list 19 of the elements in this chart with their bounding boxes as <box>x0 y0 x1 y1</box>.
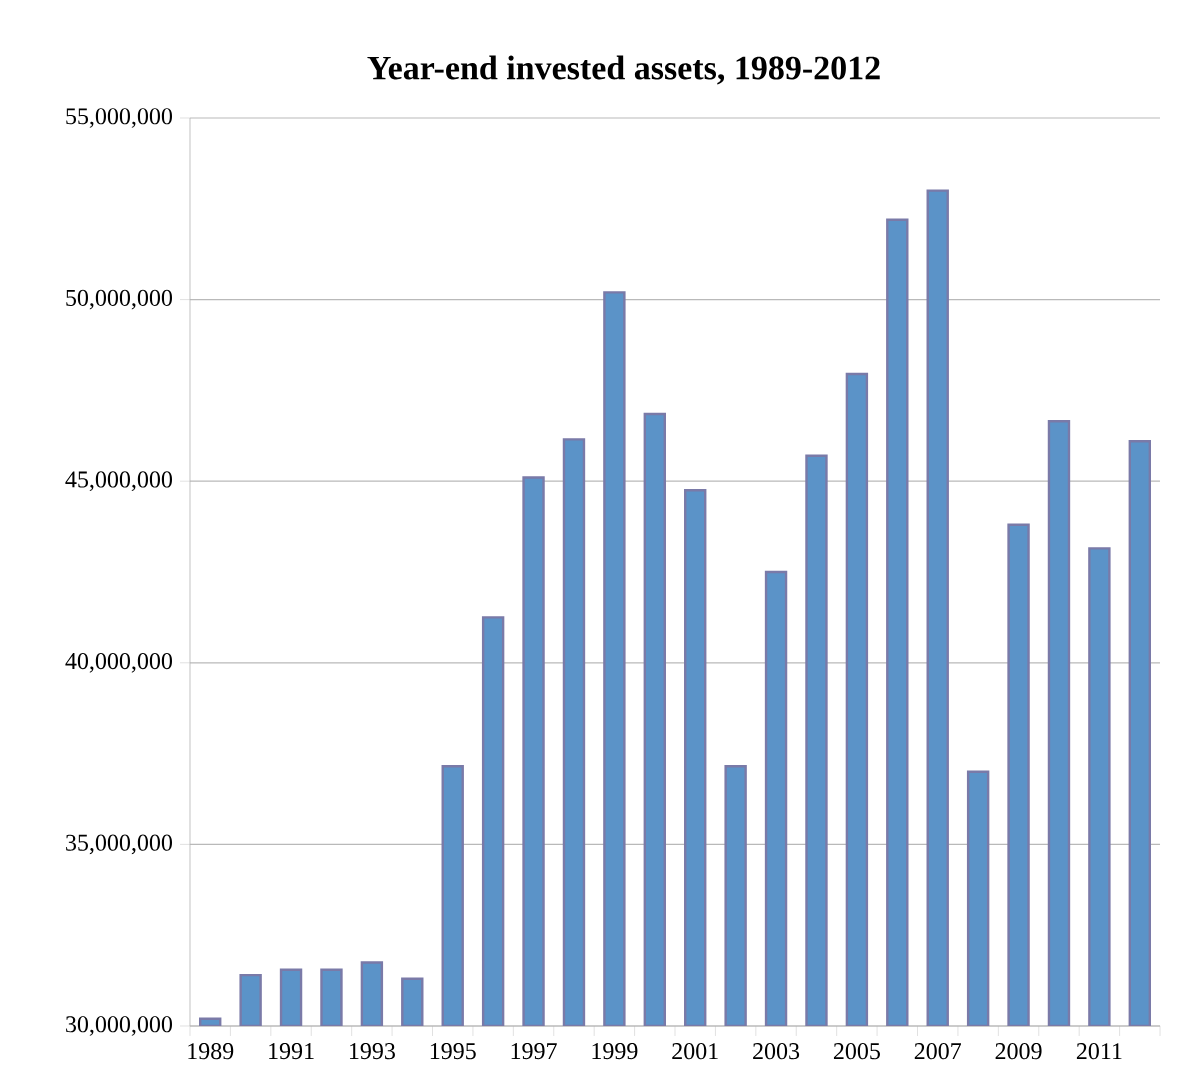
x-tick-label: 2005 <box>833 1043 880 1060</box>
chart-title: Year-end invested assets, 1989-2012 <box>367 55 880 85</box>
y-tick-label: 30,000,000 <box>66 1016 173 1036</box>
y-tick-label: 40,000,000 <box>65 652 173 673</box>
y-tick-label: 45,000,000 <box>65 471 173 492</box>
y-tick-label: 50,000,000 <box>66 289 173 310</box>
x-tick-label: 2001 <box>672 1043 718 1060</box>
x-tick-label: 1995 <box>430 1043 476 1060</box>
x-tick-label: 1991 <box>269 1043 314 1060</box>
x-tick-label: 1999 <box>592 1043 638 1060</box>
x-tick-label: 2007 <box>914 1043 962 1060</box>
x-tick-label: 1989 <box>188 1043 234 1060</box>
y-tick-label: 55,000,000 <box>66 108 173 128</box>
y-tick-label: 35,000,000 <box>66 834 173 855</box>
x-tick-label: 2009 <box>995 1043 1042 1060</box>
x-tick-label: 2003 <box>753 1043 800 1060</box>
x-tick-label: 1997 <box>511 1043 557 1060</box>
x-tick-label: 1993 <box>349 1043 395 1060</box>
x-tick-label: 2011 <box>1076 1043 1122 1060</box>
